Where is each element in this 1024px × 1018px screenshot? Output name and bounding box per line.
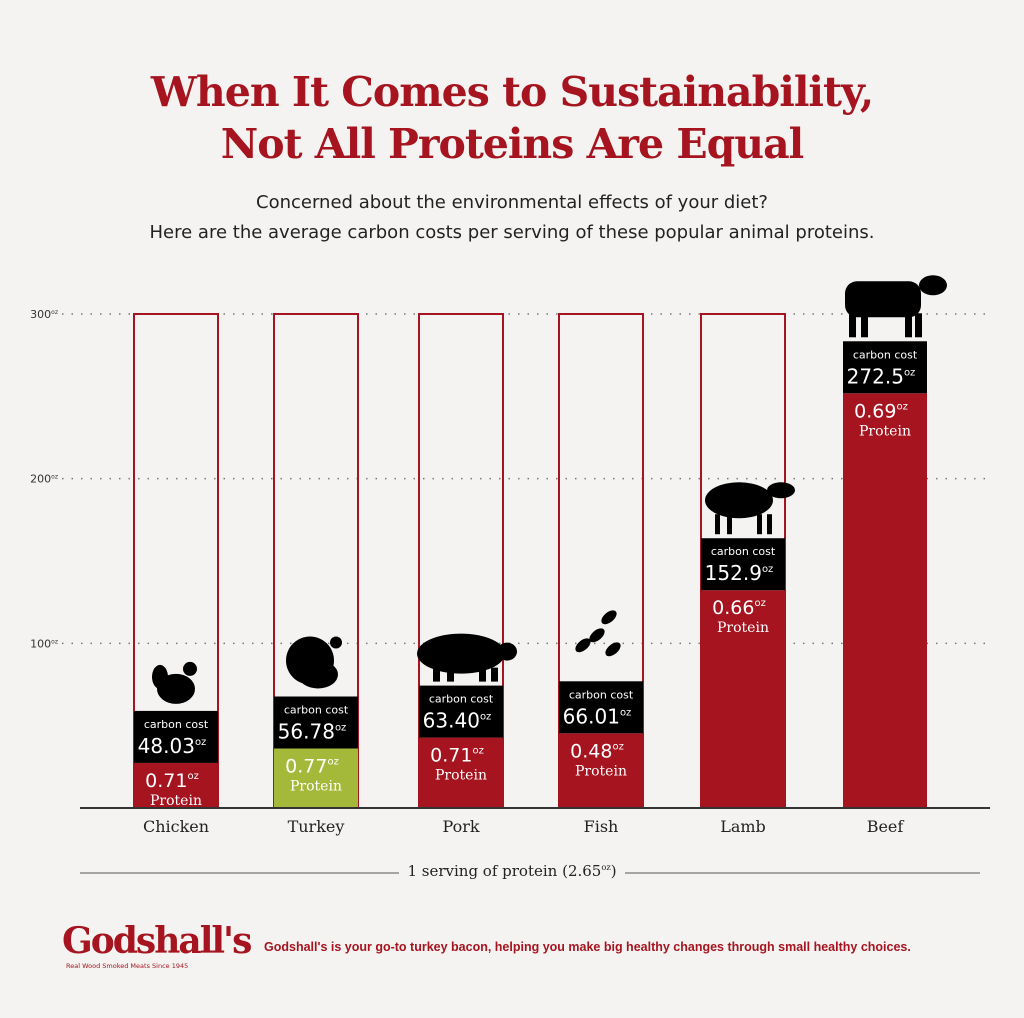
category-label: Chicken [143,817,209,836]
carbon-cost-label: carbon cost [144,718,209,731]
y-tick-label: 100oz [30,637,58,650]
carbon-cost-box [419,685,503,738]
x-axis-label: 1 serving of protein (2.65oz) [0,862,1024,880]
carbon-cost-value: 63.40oz [423,709,492,733]
carbon-cost-label: carbon cost [284,704,349,717]
bar-group-pork [417,313,517,809]
bar-group-turkey [273,313,359,809]
chicken-icon [152,661,197,704]
protein-bar [559,733,643,808]
pig-icon [417,633,517,682]
category-label: Beef [867,817,905,836]
fish-shape [605,642,621,657]
carbon-cost-box [274,696,358,749]
protein-value: 0.48oz [570,740,624,762]
godshalls-logo: Godshall's [62,920,252,962]
protein-value: 0.71oz [145,770,199,792]
carbon-cost-value: 152.9oz [705,561,774,585]
carbon-cost-box [559,681,643,734]
protein-bar [843,393,927,808]
carbon-cost-label: carbon cost [429,693,494,706]
sheep-leg [757,514,762,535]
carbon-cost-value: 66.01oz [563,704,632,728]
category-label: Turkey [288,817,345,836]
protein-value: 0.77oz [285,756,339,778]
turkey-icon [286,636,342,689]
protein-label: Protein [859,423,911,439]
fish-icon [575,610,621,657]
cow-leg [861,313,868,338]
carbon-cost-label: carbon cost [711,545,776,558]
carbon-cost-label: carbon cost [569,688,634,701]
protein-label: Protein [435,768,487,784]
protein-value: 0.69oz [854,400,908,422]
protein-value: 0.71oz [430,745,484,767]
pig-leg [447,667,454,682]
sheep-head [767,482,795,499]
pig-snout [497,642,517,661]
sheep-body [705,482,773,519]
protein-label: Protein [717,620,769,636]
carbon-cost-value: 48.03oz [138,734,207,758]
category-label: Pork [442,817,479,836]
protein-label: Protein [290,779,342,795]
protein-bar [134,762,218,808]
fish-shape [575,638,591,653]
cow-head [919,275,947,296]
footer-text: Godshall's is your go-to turkey bacon, h… [264,940,911,954]
cow-leg [915,313,922,338]
turkey-head [330,636,342,649]
y-tick-label: 200oz [30,473,58,486]
fish-shape [589,628,605,643]
logo-tagline: Real Wood Smoked Meats Since 1945 [66,962,189,970]
protein-bar [701,590,785,808]
carbon-cost-label: carbon cost [853,348,918,361]
serving-text: 1 serving of protein (2.65 [407,862,602,880]
pig-leg [479,667,486,682]
subtitle-line-2: Here are the average carbon costs per se… [149,222,875,243]
cow-body [845,281,921,318]
category-label: Fish [584,817,619,836]
subtitle-line-1: Concerned about the environmental effect… [256,192,768,213]
chicken-head [183,661,197,676]
carbon-cost-value: 56.78oz [278,720,347,744]
fish-shape [601,610,617,625]
carbon-cost-value: 272.5oz [847,364,916,388]
pig-leg [491,667,498,682]
protein-bar [419,737,503,808]
cow-leg [905,313,912,338]
serving-close: ) [610,862,617,880]
bar-group-beef [843,275,947,808]
cow-leg [849,313,856,338]
title-line-1: When It Comes to Sustainability, [150,68,874,116]
title-line-2: Not All Proteins Are Equal [220,120,804,168]
carbon-cost-box [134,710,218,763]
protein-value: 0.66oz [712,597,766,619]
cow-icon [845,275,947,338]
carbon-cost-box [843,341,927,394]
sheep-leg [727,514,732,535]
sheep-icon [705,482,795,535]
y-tick-label: 300oz [30,308,58,321]
category-label: Lamb [720,817,766,836]
bar-group-lamb [700,313,795,809]
pig-leg [433,667,440,682]
carbon-cost-box [701,538,785,591]
sheep-leg [767,514,772,535]
serving-unit: oz [601,862,611,872]
pig-body [417,633,505,674]
turkey-body [298,660,338,689]
protein-label: Protein [575,763,627,779]
protein-label: Protein [150,793,202,809]
chicken-tail [152,664,168,689]
sheep-leg [715,514,720,535]
protein-bar [274,748,358,808]
